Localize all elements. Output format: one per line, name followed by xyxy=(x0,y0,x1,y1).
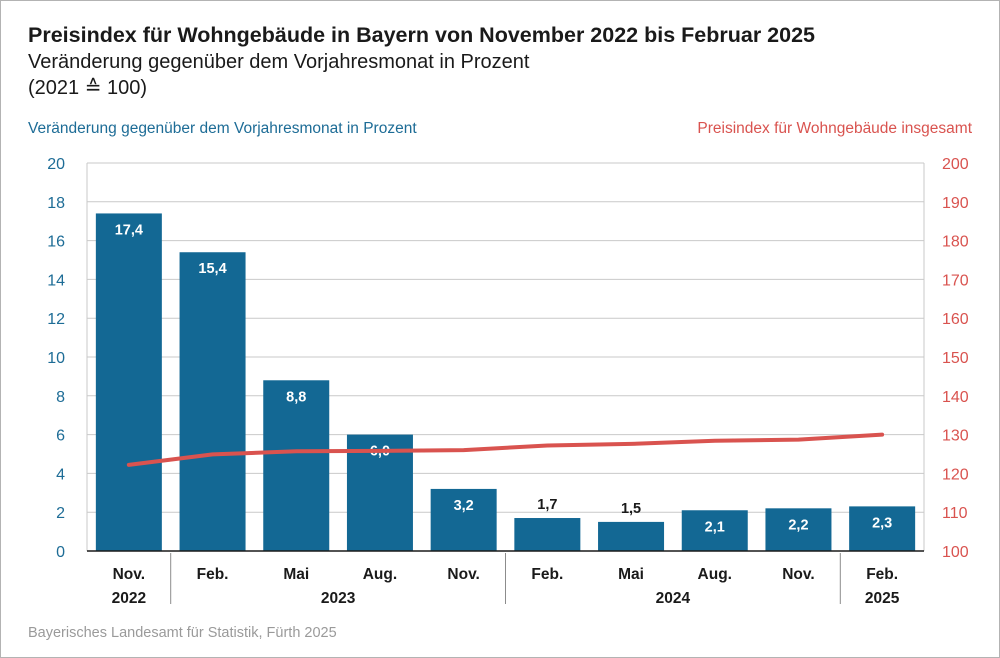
bar-data-label: 17,4 xyxy=(115,222,143,238)
left-tick-label: 16 xyxy=(47,234,65,251)
right-axis-label: Preisindex für Wohngebäude insgesamt xyxy=(697,120,972,137)
year-label: 2022 xyxy=(112,590,146,607)
right-tick-label: 160 xyxy=(942,311,969,328)
bar-data-label: 2,3 xyxy=(872,515,892,531)
right-tick-label: 190 xyxy=(942,195,969,212)
source-note: Bayerisches Landesamt für Statistik, Für… xyxy=(28,625,337,641)
bar xyxy=(430,488,497,551)
bar-data-label: 1,5 xyxy=(621,501,641,517)
year-label: 2025 xyxy=(865,590,900,607)
left-tick-label: 0 xyxy=(56,544,65,561)
chart-base-note: (2021 ≙ 100) xyxy=(28,77,148,99)
x-tick-label: Nov. xyxy=(447,566,479,583)
bar xyxy=(95,213,162,551)
left-tick-label: 14 xyxy=(47,272,65,289)
x-tick-label: Mai xyxy=(283,566,309,583)
bar-data-label: 3,2 xyxy=(454,498,474,514)
left-tick-label: 2 xyxy=(56,505,65,522)
right-tick-label: 170 xyxy=(942,272,969,289)
bar-data-label: 2,1 xyxy=(705,519,725,535)
index-line xyxy=(126,432,885,467)
left-tick-label: 12 xyxy=(47,311,65,328)
right-tick-label: 100 xyxy=(942,544,969,561)
x-tick-label: Nov. xyxy=(113,566,145,583)
chart-subtitle: Veränderung gegenüber dem Vorjahresmonat… xyxy=(28,51,530,73)
right-tick-label: 200 xyxy=(942,156,969,173)
bar-data-label: 2,2 xyxy=(788,517,808,533)
right-tick-label: 140 xyxy=(942,389,969,406)
bar xyxy=(263,380,330,551)
x-tick-label: Aug. xyxy=(363,566,397,583)
x-tick-label: Feb. xyxy=(866,566,898,583)
year-label: 2024 xyxy=(656,590,691,607)
bar-data-label: 15,4 xyxy=(198,261,226,277)
bar xyxy=(598,521,665,551)
bar-data-label: 8,8 xyxy=(286,389,306,405)
bar xyxy=(681,510,748,551)
bar xyxy=(765,508,832,551)
bar xyxy=(346,434,413,551)
x-tick-label: Aug. xyxy=(698,566,732,583)
left-axis-label: Veränderung gegenüber dem Vorjahresmonat… xyxy=(28,120,417,137)
bar xyxy=(514,518,581,551)
x-tick-label: Nov. xyxy=(782,566,814,583)
bar xyxy=(849,506,916,551)
left-tick-label: 18 xyxy=(47,195,65,212)
right-tick-label: 180 xyxy=(942,234,969,251)
x-tick-label: Feb. xyxy=(531,566,563,583)
left-tick-label: 4 xyxy=(56,466,65,483)
bar xyxy=(179,252,246,552)
left-tick-label: 6 xyxy=(56,428,65,445)
year-label: 2023 xyxy=(321,590,356,607)
left-tick-label: 10 xyxy=(47,350,65,367)
left-tick-label: 8 xyxy=(56,389,65,406)
right-tick-label: 120 xyxy=(942,466,969,483)
right-tick-label: 110 xyxy=(942,505,968,522)
left-tick-label: 20 xyxy=(47,156,65,173)
chart-title: Preisindex für Wohngebäude in Bayern von… xyxy=(28,23,815,47)
x-tick-label: Feb. xyxy=(197,566,229,583)
bar-data-label: 1,7 xyxy=(537,497,557,513)
right-tick-label: 150 xyxy=(942,350,969,367)
right-tick-label: 130 xyxy=(942,428,969,445)
x-tick-label: Mai xyxy=(618,566,644,583)
